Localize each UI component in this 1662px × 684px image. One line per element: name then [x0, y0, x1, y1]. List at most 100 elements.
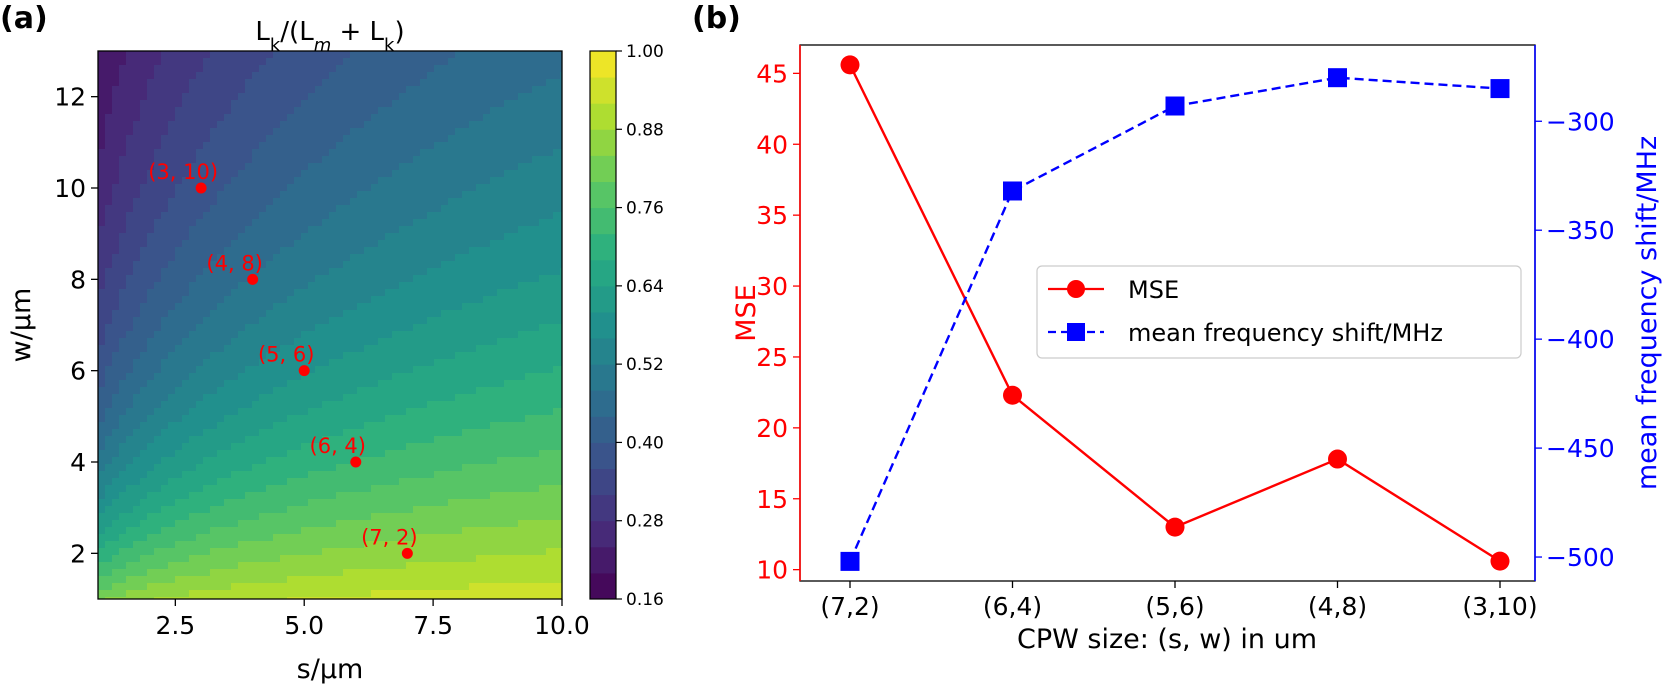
heatmap-cell: [385, 394, 393, 402]
heatmap-cell: [329, 198, 337, 206]
heatmap-cell: [217, 170, 225, 178]
heatmap-cell: [371, 72, 379, 80]
heatmap-cell: [469, 429, 477, 437]
heatmap-cell: [406, 443, 414, 451]
heatmap-cell: [343, 429, 351, 437]
heatmap-cell: [420, 275, 428, 283]
heatmap-cell: [210, 51, 218, 59]
heatmap-cell: [98, 58, 106, 66]
heatmap-cell: [350, 128, 358, 136]
heatmap-cell: [455, 191, 463, 199]
heatmap-cell: [497, 51, 505, 59]
heatmap-cell: [287, 191, 295, 199]
heatmap-cell: [308, 555, 316, 563]
heatmap-cell: [371, 233, 379, 241]
heatmap-cell: [119, 212, 127, 220]
heatmap-cell: [133, 135, 141, 143]
heatmap-cell: [189, 233, 197, 241]
heatmap-cell: [427, 597, 435, 599]
heatmap-cell: [518, 303, 526, 311]
heatmap-cell: [315, 499, 323, 507]
heatmap-cell: [469, 212, 477, 220]
heatmap-cell: [287, 492, 295, 500]
heatmap-cell: [140, 492, 148, 500]
heatmap-cell: [329, 191, 337, 199]
heatmap-cell: [147, 198, 155, 206]
heatmap-cell: [112, 436, 120, 444]
heatmap-cell: [392, 366, 400, 374]
heatmap-cell: [259, 177, 267, 185]
heatmap-cell: [413, 317, 421, 325]
heatmap-cell: [448, 156, 456, 164]
heatmap-cell: [434, 296, 442, 304]
heatmap-cell: [196, 156, 204, 164]
heatmap-cell: [490, 331, 498, 339]
heatmap-cell: [392, 443, 400, 451]
heatmap-cell: [350, 534, 358, 542]
heatmap-cell: [280, 254, 288, 262]
heatmap-cell: [490, 527, 498, 535]
heatmap-cell: [322, 275, 330, 283]
heatmap-cell: [161, 170, 169, 178]
heatmap-cell: [301, 590, 309, 598]
heatmap-cell: [350, 177, 358, 185]
heatmap-cell: [301, 436, 309, 444]
heatmap-cell: [238, 387, 246, 395]
heatmap-cell: [462, 415, 470, 423]
heatmap-cell: [273, 345, 281, 353]
heatmap-cell: [175, 478, 183, 486]
heatmap-cell: [308, 177, 316, 185]
heatmap-cell: [448, 422, 456, 430]
heatmap-cell: [259, 324, 267, 332]
heatmap-cell: [147, 233, 155, 241]
heatmap-cell: [105, 100, 113, 108]
heatmap-cell: [210, 422, 218, 430]
heatmap-cell: [399, 373, 407, 381]
heatmap-cell: [266, 170, 274, 178]
heatmap-cell: [203, 65, 211, 73]
heatmap-cell: [126, 394, 134, 402]
heatmap-cell: [210, 415, 218, 423]
heatmap-cell: [112, 51, 120, 59]
heatmap-cell: [322, 282, 330, 290]
heatmap-cell: [98, 555, 106, 563]
heatmap-cell: [231, 331, 239, 339]
heatmap-cell: [273, 149, 281, 157]
heatmap-cell: [210, 282, 218, 290]
heatmap-cell: [455, 296, 463, 304]
heatmap-cell: [273, 520, 281, 528]
heatmap-cell: [483, 506, 491, 514]
heatmap-cell: [224, 212, 232, 220]
heatmap-cell: [525, 191, 533, 199]
heatmap-cell: [112, 303, 120, 311]
heatmap-cell: [525, 142, 533, 150]
heatmap-cell: [105, 240, 113, 248]
heatmap-cell: [322, 513, 330, 521]
heatmap-cell: [168, 527, 176, 535]
heatmap-cell: [231, 296, 239, 304]
heatmap-cell: [385, 205, 393, 213]
heatmap-cell: [378, 436, 386, 444]
heatmap-cell: [287, 205, 295, 213]
heatmap-cell: [399, 485, 407, 493]
heatmap-cell: [448, 107, 456, 115]
heatmap-cell: [245, 422, 253, 430]
heatmap-cell: [273, 310, 281, 318]
heatmap-cell: [119, 93, 127, 101]
heatmap-cell: [434, 233, 442, 241]
heatmap-cell: [266, 184, 274, 192]
heatmap-cell: [413, 226, 421, 234]
heatmap-cell: [329, 142, 337, 150]
heatmap-cell: [189, 415, 197, 423]
heatmap-cell: [203, 513, 211, 521]
heatmap-cell: [497, 415, 505, 423]
heatmap-cell: [301, 219, 309, 227]
heatmap-cell: [112, 429, 120, 437]
heatmap-cell: [294, 184, 302, 192]
heatmap-cell: [245, 254, 253, 262]
heatmap-cell: [231, 310, 239, 318]
heatmap-cell: [168, 429, 176, 437]
heatmap-cell: [308, 310, 316, 318]
heatmap-cell: [133, 156, 141, 164]
heatmap-cell: [217, 373, 225, 381]
